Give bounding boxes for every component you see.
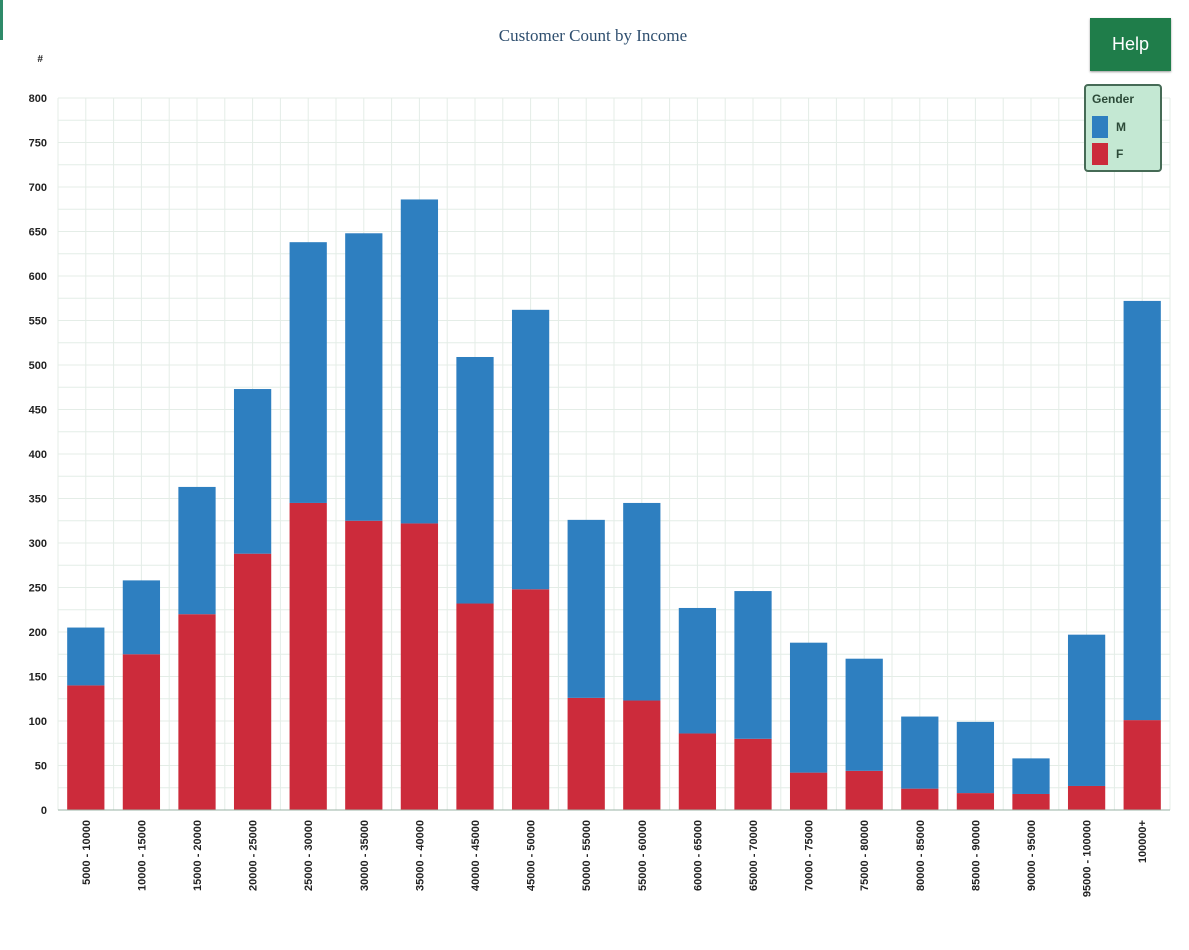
left-edge-accent xyxy=(0,0,3,40)
bar-m-11 xyxy=(678,607,717,734)
y-tick-label: 350 xyxy=(29,494,47,506)
bar-m-6 xyxy=(400,199,439,524)
y-tick-label: 50 xyxy=(35,761,47,773)
x-tick-label: 10000 - 15000 xyxy=(136,820,148,891)
x-tick-label: 95000 - 100000 xyxy=(1082,820,1094,897)
x-tick-label: 35000 - 40000 xyxy=(414,820,426,891)
bar-f-11 xyxy=(678,733,717,810)
x-tick-label: 80000 - 85000 xyxy=(915,820,927,891)
bar-f-8 xyxy=(511,589,550,810)
bar-m-12 xyxy=(734,591,772,739)
y-tick-label: 450 xyxy=(29,405,47,417)
bar-m-15 xyxy=(901,716,939,789)
legend-label-f: F xyxy=(1116,147,1124,161)
bar-f-14 xyxy=(845,770,883,810)
y-tick-label: 600 xyxy=(29,271,47,283)
bar-m-5 xyxy=(345,233,383,521)
x-tick-label: 100000+ xyxy=(1137,820,1149,863)
legend-item-f: F xyxy=(1092,143,1123,165)
bar-m-19 xyxy=(1123,300,1161,721)
bar-m-7 xyxy=(456,356,494,604)
bar-m-13 xyxy=(789,642,828,773)
y-tick-label: 500 xyxy=(29,360,47,372)
bar-f-18 xyxy=(1067,785,1106,810)
bar-f-0 xyxy=(67,685,105,810)
y-tick-label: 700 xyxy=(29,182,47,194)
bar-m-14 xyxy=(845,658,883,771)
y-tick-label: 300 xyxy=(29,538,47,550)
legend-swatch-m xyxy=(1092,116,1108,138)
bar-f-7 xyxy=(456,603,494,810)
legend-swatch-f xyxy=(1092,143,1108,165)
bar-f-15 xyxy=(901,788,939,810)
bar-f-13 xyxy=(789,772,828,810)
x-tick-label: 25000 - 30000 xyxy=(303,820,315,891)
y-tick-label: 200 xyxy=(29,627,47,639)
x-tick-label: 30000 - 35000 xyxy=(359,820,371,891)
x-tick-label: 50000 - 55000 xyxy=(581,820,593,891)
bar-m-9 xyxy=(567,519,605,698)
y-axis-label: # xyxy=(37,54,43,65)
bar-f-5 xyxy=(345,520,383,810)
axes-group: 0 50 100 150 200 250 300 350 400 450 500 550 600 650 7… xyxy=(29,93,1170,897)
bar-m-2 xyxy=(178,486,216,615)
y-tick-label: 400 xyxy=(29,449,47,461)
bar-f-6 xyxy=(400,523,439,810)
x-tick-label: 40000 - 45000 xyxy=(470,820,482,891)
y-tick-label: 650 xyxy=(29,227,47,239)
bar-m-10 xyxy=(623,502,661,701)
bar-f-2 xyxy=(178,614,216,810)
x-tick-label: 70000 - 75000 xyxy=(804,820,816,891)
bar-m-17 xyxy=(1012,758,1050,794)
y-tick-label: 800 xyxy=(29,93,47,105)
bar-f-10 xyxy=(623,700,661,810)
x-tick-label: 45000 - 50000 xyxy=(526,820,538,891)
bar-m-0 xyxy=(67,627,105,686)
bar-f-9 xyxy=(567,697,605,810)
y-tick-label: 150 xyxy=(29,672,47,684)
bar-f-19 xyxy=(1123,720,1161,810)
x-tick-label: 20000 - 25000 xyxy=(248,820,260,891)
x-tick-label: 65000 - 70000 xyxy=(748,820,760,891)
x-tick-label: 90000 - 95000 xyxy=(1026,820,1038,891)
bar-m-16 xyxy=(956,721,995,794)
bars-group xyxy=(67,199,1161,810)
grid-lines xyxy=(57,97,1171,811)
legend-item-m: M xyxy=(1092,116,1126,138)
y-tick-label: 0 xyxy=(41,805,47,817)
y-tick-label: 250 xyxy=(29,583,47,595)
help-button[interactable]: Help xyxy=(1090,18,1171,71)
bar-m-1 xyxy=(122,580,161,655)
bar-f-4 xyxy=(289,502,327,810)
bar-f-17 xyxy=(1012,793,1050,810)
bar-f-1 xyxy=(122,654,161,810)
bar-m-4 xyxy=(289,242,327,503)
bar-m-8 xyxy=(511,309,550,590)
bar-f-12 xyxy=(734,738,772,810)
legend-label-m: M xyxy=(1116,120,1126,134)
x-tick-label: 15000 - 20000 xyxy=(192,820,204,891)
x-tick-label: 5000 - 10000 xyxy=(81,820,93,885)
x-tick-label: 55000 - 60000 xyxy=(637,820,649,891)
bar-m-3 xyxy=(233,389,272,554)
chart-title: Customer Count by Income xyxy=(499,26,687,45)
bar-f-3 xyxy=(233,553,272,810)
y-tick-label: 750 xyxy=(29,138,47,150)
x-tick-label: 75000 - 80000 xyxy=(859,820,871,891)
y-tick-label: 550 xyxy=(29,316,47,328)
y-tick-label: 100 xyxy=(29,716,47,728)
x-tick-label: 85000 - 90000 xyxy=(970,820,982,891)
x-tick-label: 60000 - 65000 xyxy=(692,820,704,891)
bar-m-18 xyxy=(1067,634,1106,786)
bar-f-16 xyxy=(956,793,995,810)
legend: Gender M F xyxy=(1084,84,1162,172)
legend-title: Gender xyxy=(1092,92,1135,106)
